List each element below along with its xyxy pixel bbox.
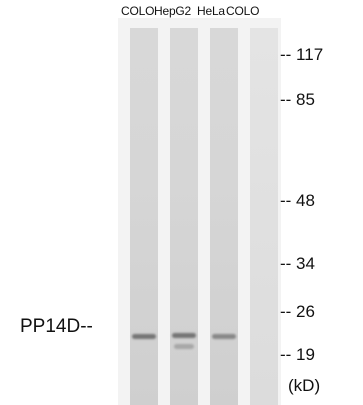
protein-label: PP14D-- [20,316,93,337]
lane-3 [210,28,238,405]
lane-label-hela: HeLa [197,4,225,18]
band-lane-1 [132,334,156,339]
band-lane-2 [172,333,196,338]
marker-85: -- 85 [280,90,315,109]
lane-4 [250,28,278,405]
marker-48: -- 48 [280,191,315,210]
band-lane-2-lower [174,344,194,349]
lane-label-hepg2: HepG2 [154,4,192,18]
lane-label-colo-1: COLO [121,4,155,18]
units-label: (kD) [288,376,321,395]
marker-34: -- 34 [280,254,315,273]
marker-117: -- 117 [280,45,324,64]
marker-19: -- 19 [280,345,315,364]
lane-label-colo-2: COLO [226,4,260,18]
marker-26: -- 26 [280,302,315,321]
lane-2 [170,28,198,405]
band-lane-3 [212,334,236,339]
lane-1 [130,28,158,405]
western-blot-membrane [118,18,281,405]
